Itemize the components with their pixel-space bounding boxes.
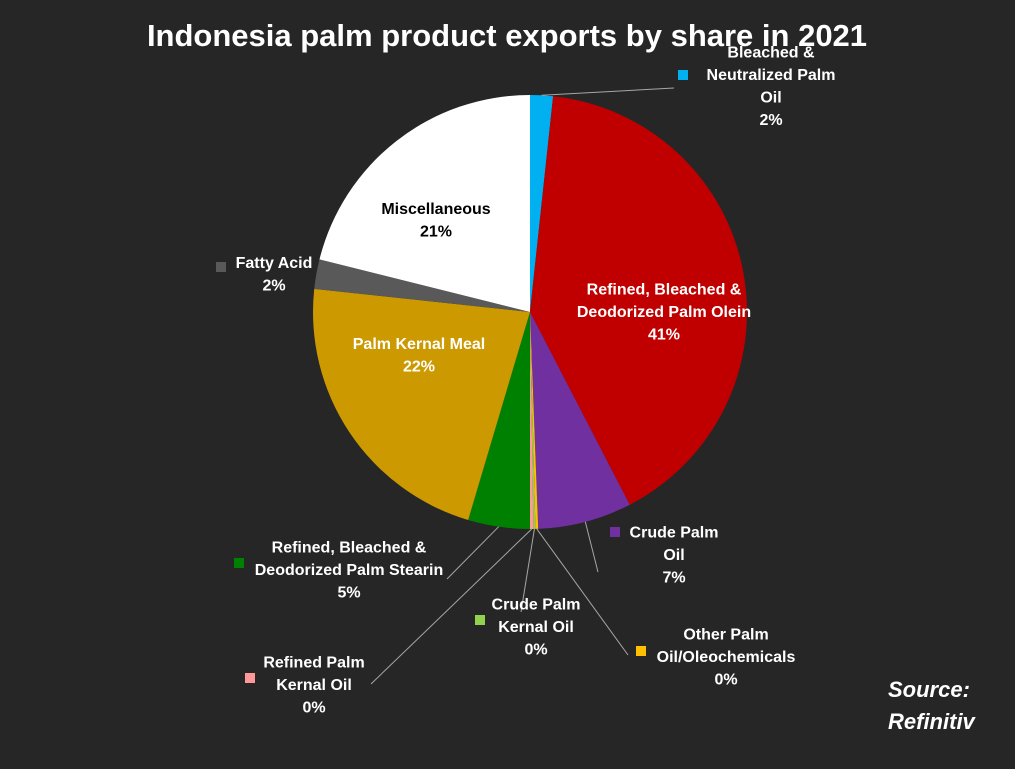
slice-name-label: Crude Palm bbox=[630, 525, 719, 542]
leader-line bbox=[584, 521, 599, 573]
slice-name-label: Fatty Acid bbox=[236, 255, 313, 272]
leader-line bbox=[446, 526, 500, 580]
slice-percent-label: 5% bbox=[337, 585, 360, 602]
pie-slices bbox=[313, 95, 748, 529]
chart-title: Indonesia palm product exports by share … bbox=[147, 18, 867, 53]
pie-slice-refined-bleached-deodorized-palm-olein bbox=[530, 96, 748, 505]
slice-percent-label: 2% bbox=[759, 112, 782, 129]
pie-slice-palm-kernal-meal bbox=[313, 288, 530, 520]
slice-percent-label: 0% bbox=[302, 700, 325, 717]
slice-name-label: Refined Palm bbox=[263, 655, 364, 672]
legend-key bbox=[636, 646, 646, 656]
leader-lines bbox=[370, 87, 675, 685]
slice-name-label: Kernal Oil bbox=[498, 619, 574, 636]
slice-percent-label: 0% bbox=[714, 672, 737, 689]
slice-name-label: Crude Palm bbox=[492, 597, 581, 614]
slice-name-label: Refined, Bleached & bbox=[587, 282, 742, 299]
slice-name-label: Neutralized Palm bbox=[707, 67, 836, 84]
leader-line bbox=[541, 87, 675, 96]
leader-line bbox=[520, 528, 535, 613]
pie-slice-crude-palm-kernal-oil bbox=[530, 312, 536, 529]
slice-name-label: Kernal Oil bbox=[276, 677, 352, 694]
legend-key bbox=[245, 673, 255, 683]
slice-name-label: Oil bbox=[663, 547, 684, 564]
slice-name-label: Oil/Oleochemicals bbox=[657, 649, 796, 666]
leader-line bbox=[536, 528, 629, 656]
slice-name-label: Palm Kernal Meal bbox=[353, 336, 486, 353]
slice-name-label: Oil bbox=[760, 89, 781, 106]
legend-key bbox=[216, 262, 226, 272]
source-line-1: Source: bbox=[888, 677, 970, 702]
slice-name-label: Bleached & bbox=[727, 44, 815, 61]
slice-name-label: Deodorized Palm Stearin bbox=[255, 562, 444, 579]
legend-key bbox=[475, 615, 485, 625]
slice-name-label: Deodorized Palm Olein bbox=[577, 304, 751, 321]
slice-percent-label: 0% bbox=[524, 642, 547, 659]
slice-name-label: Refined, Bleached & bbox=[272, 540, 427, 557]
slice-labels: Bleached & Neutralized Palm Oil 2% Refined, … bbox=[216, 44, 836, 717]
legend-key bbox=[610, 527, 620, 537]
slice-name-label: Other Palm bbox=[683, 627, 768, 644]
slice-percent-label: 2% bbox=[262, 277, 285, 294]
pie-slice-refined-bleached-deodorized-palm-stearin bbox=[468, 312, 530, 529]
leader-line bbox=[370, 528, 533, 685]
slice-percent-label: 41% bbox=[648, 327, 680, 344]
slice-percent-label: 7% bbox=[662, 570, 685, 587]
pie-slice-refined-palm-kernal-oil bbox=[530, 312, 534, 529]
slice-percent-label: 22% bbox=[403, 358, 435, 375]
slice-percent-label: 21% bbox=[420, 223, 452, 240]
pie-slice-fatty-acid bbox=[314, 259, 530, 312]
legend-key bbox=[234, 558, 244, 568]
pie-slice-other-palm-oil-oleochemicals bbox=[530, 312, 539, 529]
legend-key bbox=[678, 70, 688, 80]
pie-slice-miscellaneous bbox=[319, 95, 530, 312]
slice-name-label: Miscellaneous bbox=[381, 201, 490, 218]
pie-slice-bleached-neutralized-palm-oil bbox=[530, 95, 554, 312]
pie-slice-crude-palm-oil bbox=[530, 312, 630, 529]
source-line-2: Refinitiv bbox=[888, 709, 977, 734]
